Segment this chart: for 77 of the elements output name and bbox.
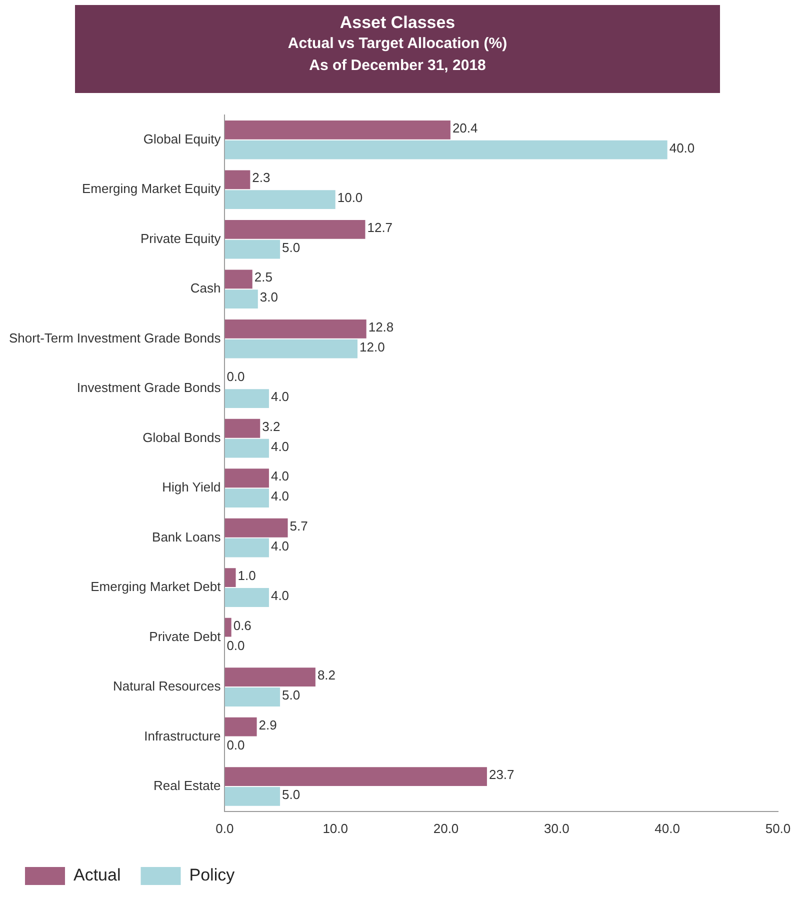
data-label: 5.7 [290, 518, 308, 534]
data-label: 40.0 [669, 140, 695, 156]
bar [224, 468, 269, 488]
bar [224, 389, 269, 408]
bar [224, 588, 269, 607]
data-label: 5.0 [282, 787, 300, 802]
bar [224, 688, 280, 706]
bar [224, 518, 288, 538]
y-tick-label: Bank Loans [152, 529, 222, 544]
data-label: 5.0 [282, 240, 300, 255]
data-label: 4.0 [270, 488, 290, 504]
x-tick-label: 50.0 [765, 820, 791, 836]
bar [224, 418, 260, 438]
data-label: 4.0 [270, 468, 290, 484]
data-label: 10.0 [337, 190, 363, 206]
x-tick-label: 40.0 [654, 820, 680, 836]
bar [224, 240, 280, 259]
y-tick-label: High Yield [162, 480, 221, 495]
y-tick-label: Short-Term Investment Grade Bonds [9, 330, 222, 346]
bar [224, 438, 269, 458]
data-label: 5.0 [282, 688, 300, 703]
data-label: 12.7 [367, 220, 393, 235]
data-label: 4.0 [270, 588, 290, 604]
bar [224, 787, 280, 806]
bar [224, 668, 316, 687]
bar [224, 120, 450, 140]
data-label: 1.0 [238, 568, 256, 584]
data-label: 20.4 [452, 120, 478, 136]
data-label: 12.8 [368, 319, 394, 334]
bar [224, 618, 232, 637]
bar [224, 170, 250, 190]
y-tick-label: Emerging Market Equity [82, 181, 222, 196]
y-tick-label: Global Equity [143, 131, 222, 146]
x-tick-label: 30.0 [544, 820, 570, 836]
data-label: 3.2 [262, 418, 280, 434]
x-tick-label: 20.0 [433, 820, 459, 836]
bar [224, 140, 668, 160]
legend-label: Actual [74, 866, 121, 885]
data-label: 4.0 [270, 538, 290, 554]
y-tick-label: Private Debt [149, 628, 222, 644]
bar [224, 568, 236, 588]
chart-title: Asset Classes [338, 13, 456, 33]
data-label: 4.0 [270, 389, 290, 404]
data-label: 0.6 [233, 618, 252, 633]
data-label: 0.0 [226, 638, 245, 653]
data-label: 3.0 [260, 290, 278, 305]
bar [224, 767, 487, 786]
y-tick-label: Investment Grade Bonds [76, 380, 222, 396]
bar [224, 270, 252, 289]
legend-label: Policy [189, 866, 236, 885]
y-tick-label: Cash [190, 280, 221, 296]
y-tick-label: Infrastructure [144, 728, 221, 744]
data-label: 2.3 [252, 170, 270, 186]
data-label: 2.5 [254, 270, 272, 285]
data-label: 0.0 [226, 369, 245, 384]
data-label: 2.9 [258, 717, 277, 732]
bar [224, 538, 269, 558]
x-tick-label: 10.0 [322, 820, 348, 836]
bar [224, 319, 366, 338]
bar [224, 488, 269, 508]
data-label: 4.0 [270, 438, 290, 454]
bar [224, 717, 257, 736]
bar [224, 339, 358, 358]
y-tick-label: Emerging Market Debt [90, 579, 222, 594]
data-label: 8.2 [317, 668, 336, 683]
data-label: 0.0 [226, 737, 245, 752]
bar [224, 290, 258, 308]
y-tick-label: Private Equity [140, 230, 222, 246]
data-label: 23.7 [488, 767, 514, 782]
y-tick-label: Natural Resources [113, 678, 222, 694]
data-label: 12.0 [359, 339, 385, 354]
x-tick-label: 0.0 [216, 820, 234, 836]
y-tick-label: Real Estate [154, 778, 221, 794]
chart-subtitle: Actual vs Target Allocation (%) As of December 31, 2018 [286, 34, 508, 76]
y-tick-label: Global Bonds [142, 430, 222, 445]
bar [224, 190, 336, 210]
bar [224, 220, 366, 239]
